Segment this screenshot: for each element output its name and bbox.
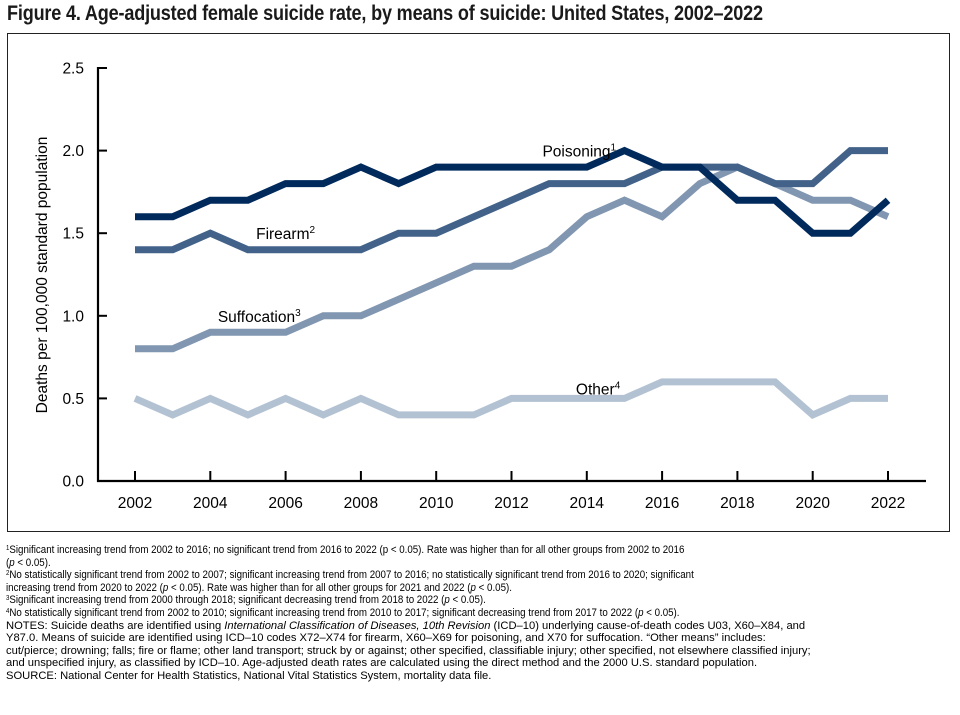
- series-labels: Poisoning1 Firearm2 Suffocation3 Other4: [218, 143, 621, 399]
- y-tick-label: 1.0: [62, 308, 84, 325]
- x-tick-label: 2004: [193, 495, 228, 512]
- y-tick-label: 1.5: [62, 226, 84, 243]
- footnotes: 1Significant increasing trend from 2002 …: [6, 544, 956, 683]
- y-tick-label: 2.0: [62, 143, 84, 160]
- y-axis-title: Deaths per 100,000 standard population: [34, 137, 51, 414]
- source-text: SOURCE: National Center for Health Stati…: [6, 669, 492, 682]
- footnote-2: 2No statistically significant trend from…: [6, 569, 694, 594]
- x-tick-label: 2016: [645, 495, 679, 512]
- series-line-poisoning: [135, 146, 891, 237]
- chart-frame: [7, 33, 950, 532]
- series-line-other: [133, 378, 888, 419]
- line-chart: 0.0 0.5 1.0 1.5 2.0 2.5 2002 2004 2006 2008 2010 20…: [34, 61, 926, 512]
- x-tick-label: 2010: [419, 495, 454, 512]
- y-tick-label: 0.5: [62, 391, 84, 408]
- series-label-other: Other4: [576, 380, 621, 398]
- x-tick-label: 2022: [871, 495, 905, 512]
- footnote-1: 1Significant increasing trend from 2002 …: [6, 544, 685, 569]
- x-tick-label: 2008: [344, 495, 378, 512]
- x-tick-label: 2018: [720, 495, 754, 512]
- axes: 0.0 0.5 1.0 1.5 2.0 2.5 2002 2004 2006 2008 2010 20…: [34, 61, 926, 512]
- y-tick-label: 2.5: [62, 61, 84, 78]
- x-tick-label: 2020: [795, 495, 830, 512]
- series-lines: [133, 146, 891, 419]
- x-tick-label: 2012: [494, 495, 528, 512]
- footnote-3: 3Significant increasing trend from 2000 …: [6, 594, 486, 607]
- x-tick-label: 2002: [118, 495, 152, 512]
- series-label-firearm: Firearm2: [256, 225, 315, 243]
- x-tick-label: 2014: [570, 495, 605, 512]
- footnote-4: 4No statistically significant trend from…: [6, 606, 680, 619]
- figure-title: Figure 4. Age-adjusted female suicide ra…: [7, 2, 763, 25]
- y-tick-label: 0.0: [62, 474, 84, 491]
- series-line-firearm: [135, 147, 888, 254]
- x-tick-label: 2006: [268, 495, 302, 512]
- series-label-suffocation: Suffocation3: [218, 308, 301, 326]
- series-label-poisoning: Poisoning1: [542, 143, 616, 161]
- notes-text: NOTES: Suicide deaths are identified usi…: [6, 620, 956, 683]
